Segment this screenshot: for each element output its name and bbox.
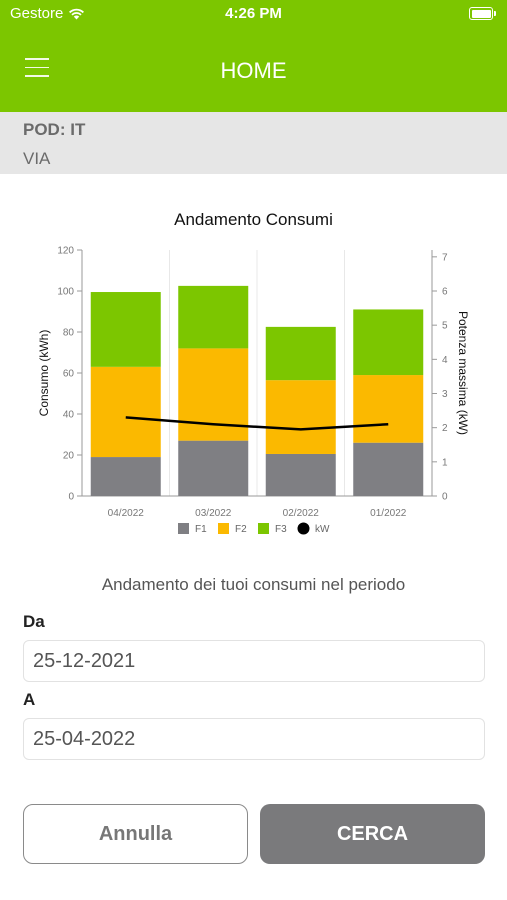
bar-f1: [265, 453, 336, 496]
bar-f1: [353, 442, 424, 496]
left-tick-label: 120: [57, 246, 74, 257]
x-tick-label: 03/2022: [195, 508, 232, 519]
legend-swatch-kw: [297, 522, 310, 535]
bar-f3: [178, 285, 249, 349]
page-title: HOME: [220, 58, 287, 83]
from-date-input[interactable]: [23, 640, 485, 682]
x-tick-label: 02/2022: [283, 508, 320, 519]
bar-f2: [265, 380, 336, 454]
bar-f3: [265, 326, 336, 381]
period-caption: Andamento dei tuoi consumi nel periodo: [101, 575, 406, 594]
carrier-name: Gestore: [10, 5, 64, 22]
bar-f2: [353, 375, 424, 443]
legend-swatch-f3: [258, 523, 269, 534]
y-axis-right-title: Potenza massima (kW): [456, 311, 470, 435]
right-tick-label: 7: [442, 252, 448, 263]
bar-f1: [178, 440, 249, 496]
cancel-button[interactable]: Annulla: [23, 804, 248, 864]
pod-info-panel: POD: IT VIA: [0, 112, 507, 174]
chart-title: Andamento Consumi: [174, 210, 333, 229]
hamburger-menu-icon[interactable]: [25, 58, 49, 78]
left-tick-label: 80: [63, 328, 75, 339]
bar-f1: [90, 457, 161, 496]
legend-label-f3: F3: [275, 524, 287, 535]
legend-swatch-f1: [178, 523, 189, 534]
right-tick-label: 0: [442, 492, 448, 503]
right-tick-label: 1: [442, 457, 448, 468]
right-tick-label: 3: [442, 389, 448, 400]
right-tick-label: 4: [442, 355, 448, 366]
right-tick-label: 6: [442, 287, 448, 298]
y-axis-title: Consumo (kWh): [37, 330, 51, 417]
x-tick-label: 01/2022: [370, 508, 407, 519]
bar-f3: [90, 292, 161, 367]
legend-label-kw: kW: [315, 524, 330, 535]
carrier-group: Gestore: [10, 5, 85, 22]
from-label: Da: [23, 612, 45, 631]
status-bar: Gestore 4:26 PM: [0, 0, 507, 28]
left-tick-label: 40: [63, 410, 75, 421]
left-tick-label: 20: [63, 451, 75, 462]
pod-label: POD: IT: [23, 120, 86, 139]
to-label: A: [23, 690, 36, 709]
nav-bar: HOME: [0, 28, 507, 112]
wifi-icon: [69, 8, 85, 20]
to-date-input[interactable]: [23, 718, 485, 760]
kw-line: [125, 416, 389, 431]
left-tick-label: 0: [68, 492, 74, 503]
left-tick-label: 60: [63, 369, 75, 380]
bar-f2: [90, 366, 161, 458]
right-tick-label: 5: [442, 321, 448, 332]
legend-swatch-f2: [218, 523, 229, 534]
right-tick-label: 2: [442, 423, 448, 434]
pod-address: VIA: [23, 149, 51, 168]
battery-icon: [469, 7, 496, 20]
search-button[interactable]: CERCA: [260, 804, 485, 864]
bar-f3: [353, 309, 424, 376]
left-tick-label: 100: [57, 287, 74, 298]
legend-label-f2: F2: [235, 524, 247, 535]
status-time: 4:26 PM: [225, 5, 282, 22]
legend-label-f1: F1: [195, 524, 207, 535]
consumption-chart: 0 20 40 60 80 100 120 0 1 2 3 4 5 6 7 04/2022 03/2022 02/…: [37, 246, 470, 536]
x-tick-label: 04/2022: [108, 508, 145, 519]
